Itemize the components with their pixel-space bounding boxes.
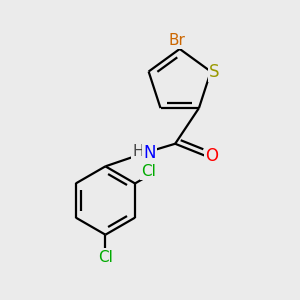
Text: N: N	[144, 144, 156, 162]
Text: Br: Br	[169, 32, 186, 47]
Text: O: O	[205, 147, 218, 165]
Text: H: H	[132, 144, 144, 159]
Text: Cl: Cl	[98, 250, 113, 265]
Text: Cl: Cl	[141, 164, 156, 178]
Text: S: S	[209, 62, 220, 80]
